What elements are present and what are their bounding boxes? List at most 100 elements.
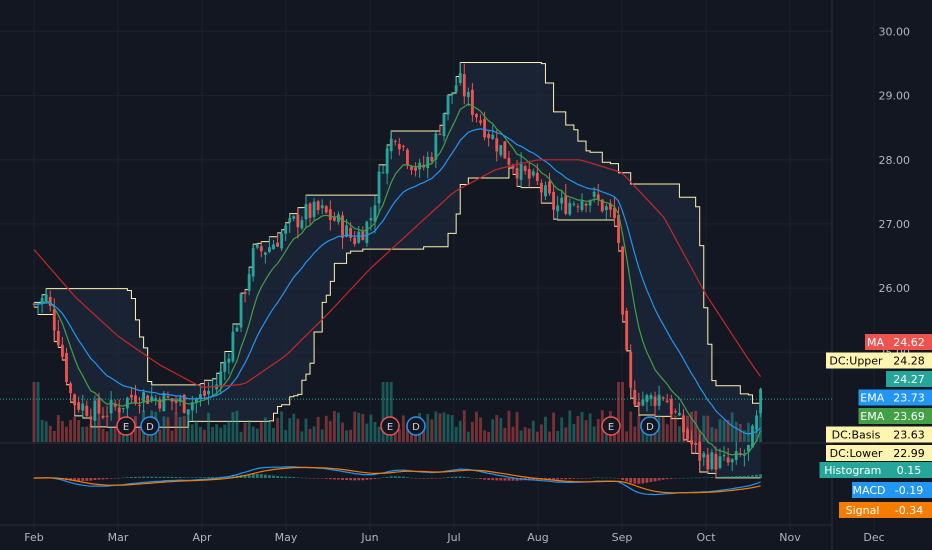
candle-body bbox=[40, 297, 44, 305]
dividend-marker[interactable]: D bbox=[140, 416, 160, 436]
marker-label: D bbox=[146, 422, 154, 433]
tag-label: DC:Lower bbox=[830, 447, 883, 460]
macd-histogram-bar bbox=[714, 477, 718, 478]
candle-body bbox=[592, 191, 596, 197]
volume-bar bbox=[268, 420, 271, 442]
macd-histogram-bar bbox=[442, 477, 446, 479]
macd-histogram-bar bbox=[138, 476, 141, 478]
volume-bar bbox=[320, 429, 324, 442]
macd-histogram-bar bbox=[162, 476, 166, 478]
macd-histogram-bar bbox=[710, 477, 714, 478]
candle-body bbox=[613, 207, 616, 218]
candle-body bbox=[292, 216, 296, 219]
macd-histogram-bar bbox=[426, 478, 430, 479]
volume-bar bbox=[345, 430, 348, 442]
tag-label-box bbox=[826, 352, 886, 369]
earnings-marker[interactable]: E bbox=[380, 416, 400, 436]
candle-body bbox=[633, 389, 637, 405]
volume-bar bbox=[669, 412, 673, 442]
candle-body bbox=[458, 73, 462, 83]
time-tick-label: Oct bbox=[696, 531, 716, 544]
volume-bar bbox=[523, 427, 527, 442]
candle-body bbox=[483, 119, 486, 138]
macd-histogram-bar bbox=[552, 478, 555, 480]
candle-body bbox=[519, 162, 523, 180]
candle-body bbox=[641, 399, 645, 406]
macd-histogram-bar bbox=[194, 477, 198, 478]
candle-body bbox=[385, 148, 389, 174]
candle-body bbox=[182, 394, 186, 413]
candle-body bbox=[280, 233, 284, 249]
volume-bar bbox=[247, 420, 251, 442]
volume-bar bbox=[292, 413, 296, 442]
volume-bar bbox=[576, 416, 580, 442]
candle-body bbox=[199, 394, 202, 399]
macd-histogram-bar bbox=[702, 477, 706, 479]
volume-bar bbox=[36, 382, 40, 442]
macd-histogram-bar bbox=[414, 478, 417, 479]
volume-bar bbox=[377, 426, 381, 442]
volume-bar bbox=[633, 426, 637, 442]
volume-bar bbox=[272, 427, 275, 442]
tag-value: 23.73 bbox=[893, 392, 925, 405]
macd-histogram-bar bbox=[511, 478, 515, 481]
macd-histogram-bar bbox=[243, 474, 247, 478]
volume-bar bbox=[296, 418, 300, 442]
macd-histogram-bar bbox=[499, 478, 503, 481]
price-tag: 24.27 bbox=[886, 371, 932, 387]
dividend-marker[interactable]: D bbox=[406, 416, 426, 436]
candle-body bbox=[146, 395, 150, 404]
volume-bar bbox=[243, 422, 247, 442]
volume-bar bbox=[337, 412, 340, 442]
candle-body bbox=[304, 204, 308, 220]
macd-histogram-bar bbox=[150, 476, 154, 478]
volume-bar bbox=[483, 430, 486, 442]
macd-histogram-bar bbox=[556, 478, 560, 480]
macd-histogram-bar bbox=[349, 478, 353, 481]
macd-histogram-bar bbox=[93, 478, 97, 481]
volume-bar bbox=[426, 413, 430, 442]
macd-histogram-bar bbox=[690, 477, 694, 479]
volume-bar bbox=[710, 427, 714, 442]
volume-bar bbox=[211, 427, 215, 442]
macd-histogram-bar bbox=[742, 475, 746, 478]
volume-bar bbox=[511, 426, 515, 442]
volume-bar bbox=[462, 410, 466, 442]
macd-histogram-bar bbox=[458, 476, 462, 478]
macd-histogram-bar bbox=[320, 478, 324, 479]
macd-histogram-bar bbox=[337, 478, 340, 480]
candle-body bbox=[576, 206, 580, 208]
macd-histogram-bar bbox=[268, 475, 271, 478]
volume-bar bbox=[349, 429, 353, 442]
macd-histogram-bar bbox=[276, 476, 279, 478]
tag-label-box bbox=[852, 482, 886, 498]
candle-body bbox=[401, 145, 405, 147]
tag-value: 24.62 bbox=[893, 336, 925, 349]
candle-body bbox=[454, 85, 458, 92]
earnings-marker[interactable]: E bbox=[116, 416, 136, 436]
time-axis[interactable]: Feb Mar Apr May Jun Jul Aug Sep Oct Nov Dec bbox=[24, 531, 884, 544]
candle-body bbox=[657, 394, 661, 406]
candle-body bbox=[97, 397, 101, 414]
candle-body bbox=[686, 429, 689, 440]
volume-bar bbox=[535, 431, 539, 442]
candle-body bbox=[393, 140, 397, 142]
volume-bar bbox=[588, 413, 592, 442]
macd-histogram-bar bbox=[661, 478, 665, 480]
candle-body bbox=[223, 361, 227, 372]
dividend-marker[interactable]: D bbox=[640, 416, 660, 436]
candle-body bbox=[450, 93, 454, 95]
candle-body bbox=[312, 201, 316, 218]
volume-bar bbox=[726, 419, 730, 442]
marker-label: E bbox=[123, 422, 129, 433]
volume-bar bbox=[316, 416, 320, 442]
volume-bar bbox=[385, 382, 389, 442]
volume-bar bbox=[446, 414, 450, 442]
candle-body bbox=[734, 451, 738, 460]
volume-bar bbox=[438, 413, 442, 442]
earnings-marker[interactable]: E bbox=[601, 416, 621, 436]
macd-histogram-bar bbox=[629, 478, 633, 483]
volume-bar bbox=[706, 415, 710, 442]
